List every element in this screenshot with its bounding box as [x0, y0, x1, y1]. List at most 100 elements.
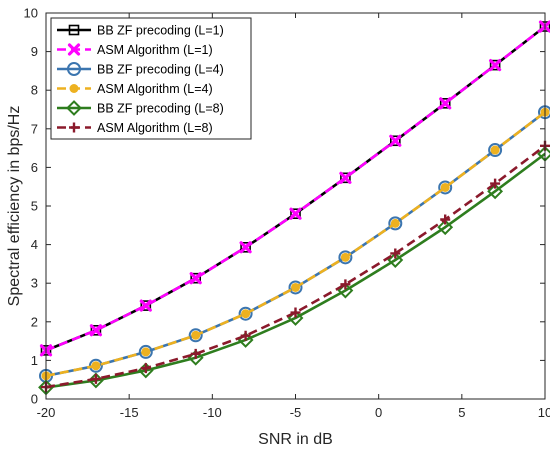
y-tick-label-4: 4	[31, 237, 38, 252]
series-5-point-2-shape	[140, 363, 151, 374]
series-2-point-6	[338, 250, 353, 265]
series-4-point-6	[337, 282, 354, 299]
legend-entry-2-marker-shape	[67, 62, 81, 76]
series-5-point-3	[190, 348, 201, 359]
y-tick-label-6: 6	[31, 160, 38, 175]
series-3-point-6-shape	[340, 252, 350, 262]
series-3-point-3-shape	[191, 330, 201, 340]
y-tick-label-8: 8	[31, 83, 38, 98]
series-3-point-9-shape	[490, 145, 500, 155]
series-4-point-6-shape	[337, 282, 354, 299]
series-0-point-3-shape	[190, 272, 201, 284]
legend-entry-1: ASM Algorithm (L=1)	[57, 43, 213, 57]
series-3-point-4-shape	[241, 309, 251, 319]
series-2-point-4	[238, 306, 253, 321]
series-2-point-7	[388, 216, 403, 231]
series-4-line	[45, 152, 546, 389]
series-4-point-8	[437, 219, 454, 236]
series-1-point-6	[339, 171, 352, 184]
series-1-point-3	[189, 272, 202, 285]
series-1	[39, 20, 550, 357]
series-0-point-1	[90, 324, 102, 336]
series-3	[41, 107, 550, 381]
x-tick-label-1: -15	[120, 405, 139, 420]
series-1-point-6-shape	[339, 171, 352, 184]
series-0-point-2-shape	[140, 300, 152, 311]
series-2-point-3-shape	[188, 328, 203, 343]
series-5-point-1-shape	[90, 373, 101, 384]
series-1-point-4	[239, 241, 252, 254]
series-5-point-1	[90, 373, 101, 384]
legend-entry-1-label: ASM Algorithm (L=1)	[97, 43, 213, 57]
series-0-point-6-shape	[340, 172, 351, 184]
series-2-point-6-shape	[338, 250, 353, 265]
series-0-point-6	[340, 172, 351, 184]
series-3-point-3	[191, 330, 201, 340]
legend-entry-0: BB ZF precoding (L=1)	[57, 24, 224, 38]
x-tick-label-4: 0	[375, 405, 382, 420]
series-3-point-2	[141, 347, 151, 357]
legend-entry-3-marker	[69, 84, 79, 93]
series-5-point-8-shape	[440, 214, 451, 225]
series-3-point-4	[241, 309, 251, 319]
series-5-point-7	[390, 248, 401, 259]
series-2-point-4-shape	[238, 306, 253, 321]
legend-entry-2-label: BB ZF precoding (L=4)	[97, 63, 224, 77]
series-5-point-4-shape	[240, 330, 251, 341]
series-0-point-8-shape	[439, 98, 451, 109]
series-3-point-5-shape	[291, 282, 300, 292]
y-tick-label-3: 3	[31, 276, 38, 291]
y-tick-label-1: 1	[31, 353, 38, 368]
x-tick-label-2: -10	[203, 405, 222, 420]
series-2-point-9-shape	[488, 143, 503, 158]
series-4-point-9-shape	[487, 183, 504, 200]
series-0-point-7	[389, 135, 401, 147]
series-5-line	[45, 144, 546, 389]
series-5-point-9-shape	[490, 178, 501, 189]
series-1-point-9-shape	[489, 59, 502, 72]
x-tick-label-0: -20	[37, 405, 56, 420]
series-4-point-8-shape	[437, 219, 454, 236]
series-2-point-7-shape	[388, 216, 403, 231]
series-3-point-6	[340, 252, 350, 262]
series-5-point-7-shape	[390, 248, 401, 259]
series-3-point-9	[490, 145, 500, 155]
series-5-point-8	[440, 214, 451, 225]
series-5-point-6-shape	[340, 279, 351, 290]
legend-entry-5-marker	[69, 122, 79, 133]
x-tick-label-3: -5	[290, 405, 302, 420]
series-0-point-8	[439, 98, 451, 109]
series-2-point-8-shape	[438, 180, 453, 195]
series-layer	[38, 20, 550, 396]
series-0-point-5-shape	[290, 208, 301, 220]
series-0-point-1-shape	[90, 324, 102, 336]
series-1-point-8	[439, 97, 452, 110]
series-1-point-2	[139, 299, 152, 312]
series-0-point-5	[290, 208, 301, 220]
series-2-point-5-shape	[288, 280, 303, 295]
series-0-point-4	[240, 242, 251, 253]
y-tick-label-0: 0	[31, 392, 38, 407]
series-5-point-3-shape	[190, 348, 201, 359]
series-0-point-9-shape	[489, 59, 501, 71]
y-tick-label-7: 7	[31, 121, 38, 136]
legend-entry-2: BB ZF precoding (L=4)	[57, 62, 224, 77]
series-5-point-6	[340, 279, 351, 290]
series-3-point-1	[91, 361, 101, 371]
series-3-point-8	[440, 182, 450, 192]
series-2-point-9	[488, 143, 503, 158]
series-1-point-5	[289, 207, 302, 220]
legend-entry-5-label: ASM Algorithm (L=8)	[97, 121, 213, 135]
series-0-point-4-shape	[240, 242, 251, 253]
x-tick-label-6: 10	[538, 405, 550, 420]
legend-entry-3-label: ASM Algorithm (L=4)	[97, 82, 213, 96]
series-5-point-9	[490, 178, 501, 189]
legend-box	[50, 17, 252, 140]
y-tick-label-9: 9	[31, 44, 38, 59]
legend-entry-1-marker-shape	[67, 43, 81, 56]
series-0-point-9	[489, 59, 501, 71]
legend: BB ZF precoding (L=1) ASM Algorithm (L=1)…	[50, 17, 252, 140]
series-3-point-7	[390, 218, 400, 228]
legend-entry-2-marker	[67, 62, 81, 76]
